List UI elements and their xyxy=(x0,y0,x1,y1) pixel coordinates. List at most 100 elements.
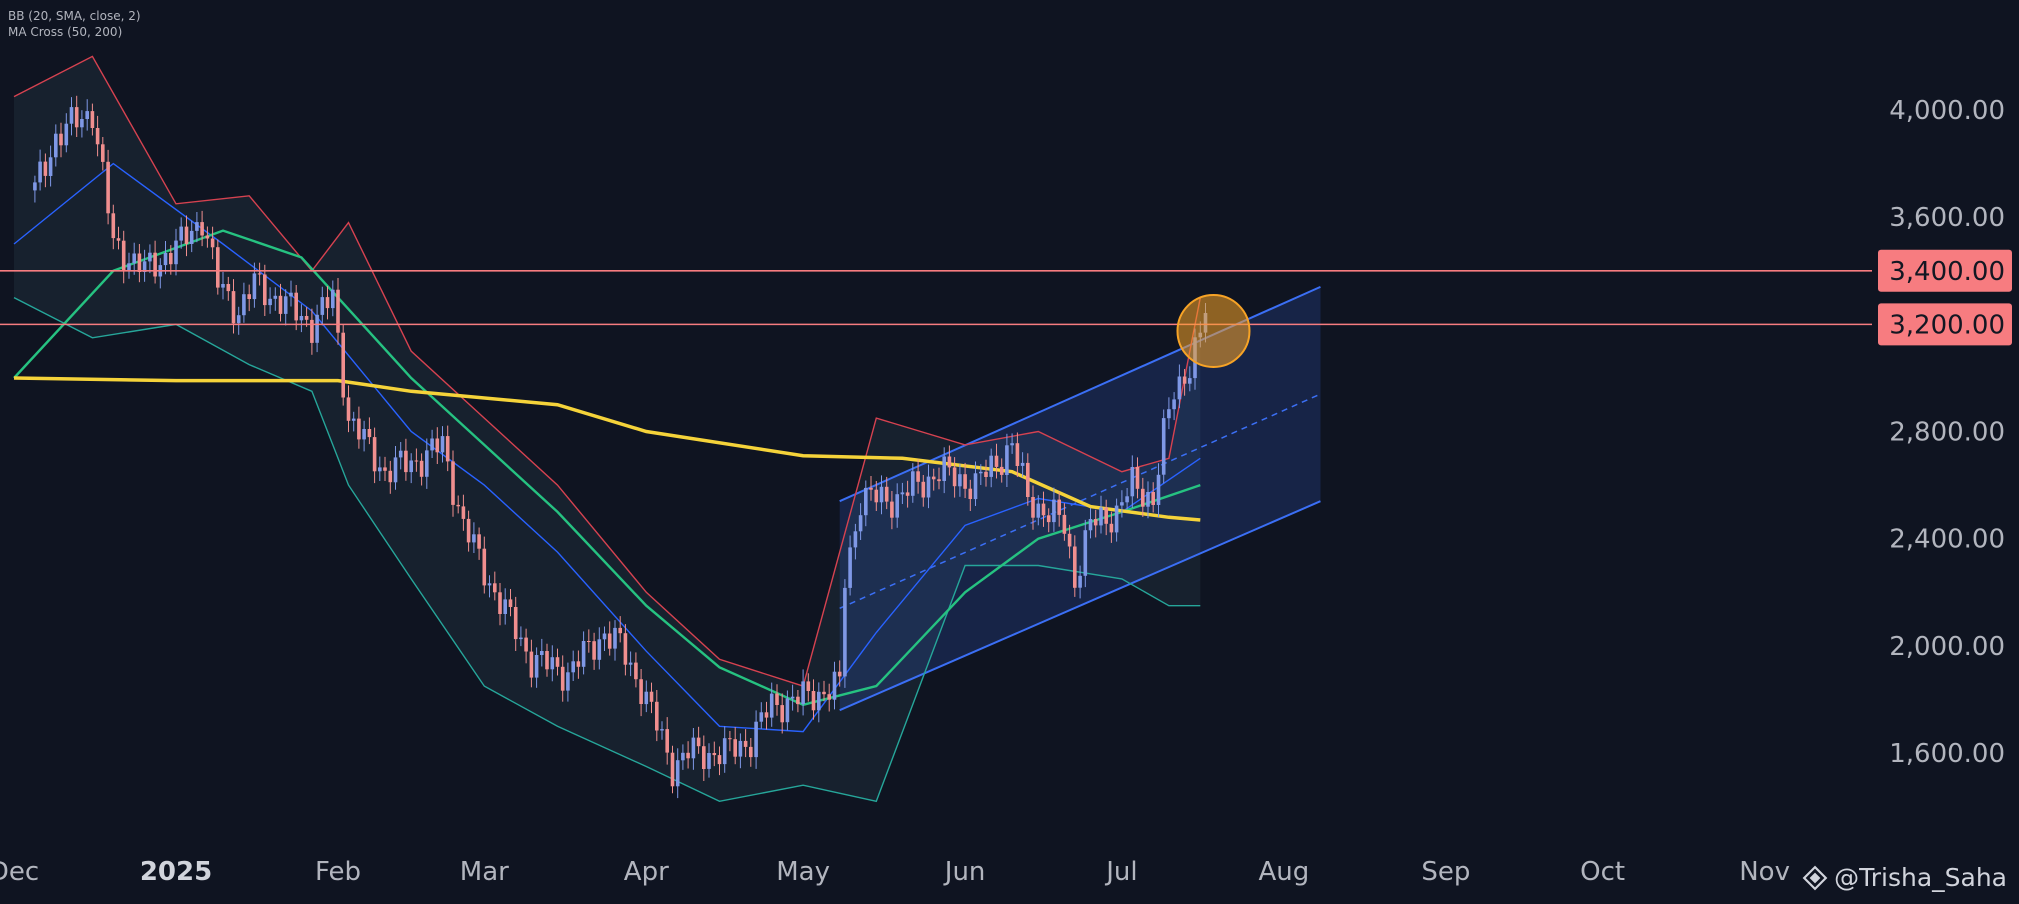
candle xyxy=(242,282,246,323)
candle xyxy=(702,735,706,781)
candle-body xyxy=(231,291,236,324)
candle-body xyxy=(1036,503,1041,518)
candlestick-series xyxy=(33,95,1208,799)
candle xyxy=(780,693,784,734)
price-axis: 4,000.00 3,600.00 2,800.00 2,400.00 2,000.00… xyxy=(1889,96,2005,769)
candle-body xyxy=(226,284,231,292)
candle-body xyxy=(64,123,69,146)
candle xyxy=(1083,519,1088,588)
candle xyxy=(999,458,1004,483)
candle xyxy=(132,242,136,275)
candle xyxy=(1088,507,1093,539)
candle-body xyxy=(367,429,372,438)
candle xyxy=(963,462,967,498)
candle xyxy=(174,228,178,276)
candle-body xyxy=(1161,418,1166,475)
candle-body xyxy=(378,467,382,472)
candle-body xyxy=(1099,507,1103,526)
candle-body xyxy=(242,294,246,316)
bb-basis-line xyxy=(13,162,1201,733)
candle-body xyxy=(712,753,717,756)
candle xyxy=(1114,498,1119,542)
candle xyxy=(796,690,800,713)
time-tick-label: 2025 xyxy=(140,857,212,887)
candle-body xyxy=(1109,523,1114,533)
candle xyxy=(153,240,157,284)
candle xyxy=(435,427,440,464)
candle xyxy=(247,284,251,312)
candle-body xyxy=(477,534,481,549)
candle xyxy=(169,245,173,275)
candle xyxy=(560,655,565,702)
candle xyxy=(660,721,664,740)
candle-body xyxy=(1010,443,1014,446)
candle xyxy=(958,464,962,497)
candle-body xyxy=(858,515,863,532)
candle xyxy=(691,728,696,770)
tradingview-diamond-icon xyxy=(1802,865,1828,890)
candle-body xyxy=(90,111,95,128)
candle xyxy=(644,680,649,713)
candle xyxy=(696,726,701,754)
candle-body xyxy=(869,487,873,490)
candle xyxy=(655,690,659,742)
candle-body xyxy=(456,504,460,507)
candle xyxy=(1130,455,1135,508)
candle xyxy=(884,476,889,510)
candle-body xyxy=(534,655,539,678)
candle xyxy=(1073,535,1077,597)
candle-body xyxy=(775,693,779,705)
time-axis: Dec 2025 Feb Mar Apr May Jun Jul Aug Sep Oct Nov xyxy=(0,857,1790,887)
candle xyxy=(189,220,194,253)
candle-body xyxy=(362,429,366,440)
candle-body xyxy=(691,737,696,759)
candle-body xyxy=(1052,499,1056,523)
candle xyxy=(263,264,267,316)
candle-body xyxy=(942,456,946,481)
time-tick-label: Jul xyxy=(1104,857,1137,887)
candle-body xyxy=(38,161,42,183)
candle xyxy=(738,733,743,769)
candle xyxy=(33,175,37,203)
candle xyxy=(1167,397,1171,430)
candle-body xyxy=(555,657,560,667)
candle xyxy=(864,480,868,527)
candle-body xyxy=(1104,507,1108,524)
candle xyxy=(1093,509,1098,538)
candle-body xyxy=(843,587,847,677)
candle-body xyxy=(315,314,319,343)
candle xyxy=(383,456,387,481)
candle xyxy=(64,113,69,153)
candle-body xyxy=(665,729,669,753)
candle xyxy=(278,283,283,322)
candle-body xyxy=(1015,443,1020,466)
candle-body xyxy=(48,157,53,176)
candle-body xyxy=(994,455,999,467)
candle xyxy=(681,744,685,770)
candle xyxy=(1104,499,1108,536)
candle xyxy=(576,650,581,679)
candle xyxy=(952,457,957,498)
candle-body xyxy=(1172,399,1176,410)
channel-lower-line xyxy=(839,500,1321,712)
bb-legend[interactable]: BB (20, SMA, close, 2) xyxy=(8,9,141,23)
candle xyxy=(545,643,549,677)
candle-body xyxy=(513,607,518,640)
candle xyxy=(968,479,973,511)
ma-cross-legend[interactable]: MA Cross (50, 200) xyxy=(8,25,123,39)
candle xyxy=(754,710,758,769)
candle-body xyxy=(989,455,993,477)
candle xyxy=(592,632,596,670)
candle xyxy=(163,241,168,275)
candle-body xyxy=(696,737,701,747)
level-label: 3,200.00 xyxy=(1889,310,2005,340)
time-tick-label: Oct xyxy=(1580,857,1625,887)
candle xyxy=(357,406,361,449)
bb-fill-area xyxy=(14,56,1201,802)
candle xyxy=(508,589,513,617)
candle-body xyxy=(560,666,565,691)
candle xyxy=(1005,433,1009,487)
time-tick-label: May xyxy=(776,857,830,887)
